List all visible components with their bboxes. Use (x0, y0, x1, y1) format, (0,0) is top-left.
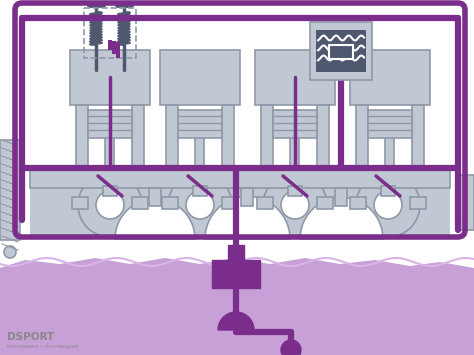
Bar (368, 110, 412, 138)
Circle shape (374, 191, 402, 219)
Bar (317, 105, 329, 178)
Bar (257, 197, 273, 209)
Bar (212, 260, 260, 288)
Circle shape (281, 340, 301, 355)
Circle shape (281, 191, 309, 219)
Bar (76, 105, 88, 178)
Bar (108, 40, 112, 50)
Bar (30, 168, 450, 188)
Circle shape (96, 191, 124, 219)
Bar (116, 42, 120, 58)
Bar (329, 45, 353, 59)
Bar (291, 133, 300, 206)
Bar (350, 50, 430, 105)
Bar (132, 105, 144, 178)
Bar (310, 22, 372, 80)
Wedge shape (218, 312, 254, 330)
Circle shape (186, 191, 214, 219)
Circle shape (356, 173, 420, 237)
Bar (160, 50, 240, 105)
Bar (381, 186, 395, 196)
Bar (149, 188, 161, 206)
Bar (106, 133, 115, 206)
Bar (350, 197, 366, 209)
Wedge shape (300, 197, 383, 239)
Wedge shape (115, 199, 195, 239)
Circle shape (168, 173, 232, 237)
Bar (458, 175, 474, 230)
Bar (195, 133, 204, 206)
Bar (412, 105, 424, 178)
Bar (410, 197, 426, 209)
Bar (70, 50, 150, 105)
Bar (166, 105, 178, 178)
FancyBboxPatch shape (19, 7, 461, 233)
Bar (84, 8, 136, 58)
Text: DSPORT: DSPORT (7, 332, 54, 342)
Bar (88, 110, 132, 138)
Circle shape (4, 246, 16, 258)
Polygon shape (0, 258, 474, 355)
Bar (385, 133, 394, 206)
Bar (103, 186, 117, 196)
Bar (356, 105, 368, 178)
Bar (222, 197, 238, 209)
Bar (0, 140, 20, 240)
Bar (193, 186, 207, 196)
Bar (336, 188, 347, 206)
Bar (288, 186, 302, 196)
Bar (222, 105, 234, 178)
Bar (273, 110, 317, 138)
Wedge shape (205, 197, 290, 239)
Bar (178, 110, 222, 138)
Circle shape (78, 173, 142, 237)
Bar (30, 188, 450, 237)
Bar (112, 41, 116, 54)
Bar (255, 50, 335, 105)
Bar (162, 197, 178, 209)
Bar (228, 245, 244, 260)
Bar (261, 105, 273, 178)
Text: PERFORMANCE + TECH MAGAZINE: PERFORMANCE + TECH MAGAZINE (7, 345, 79, 349)
Circle shape (263, 173, 327, 237)
Bar (132, 197, 148, 209)
Bar (241, 188, 254, 206)
Bar (316, 30, 366, 72)
Bar (72, 197, 88, 209)
Bar (317, 197, 333, 209)
